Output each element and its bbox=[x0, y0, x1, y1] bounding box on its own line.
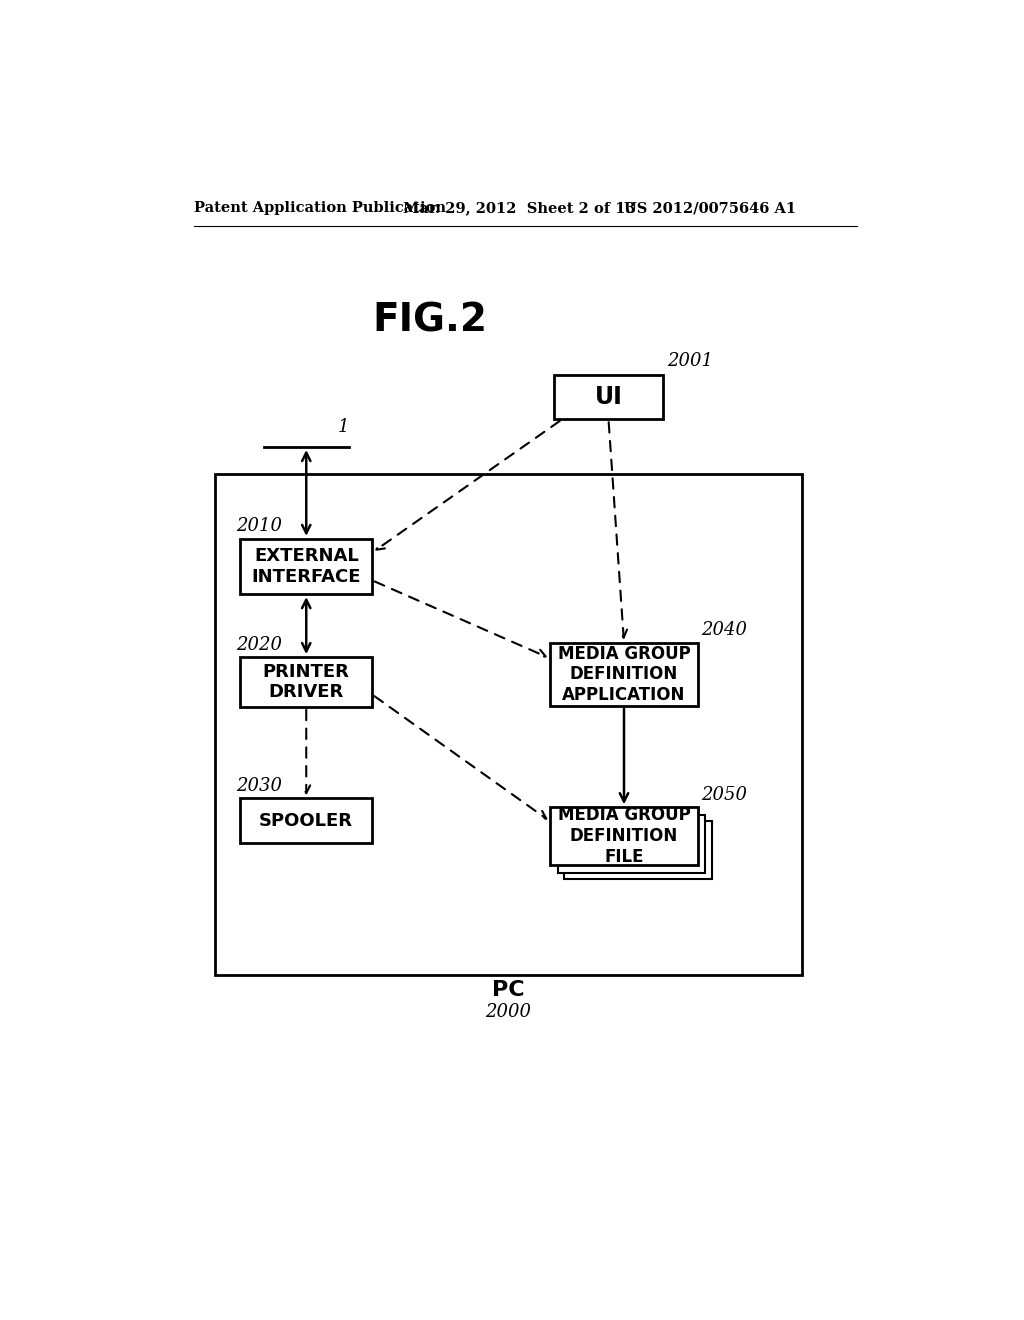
Text: Mar. 29, 2012  Sheet 2 of 13: Mar. 29, 2012 Sheet 2 of 13 bbox=[403, 202, 636, 215]
Bar bbox=[215, 474, 802, 974]
Bar bbox=[550, 807, 697, 865]
Text: 2020: 2020 bbox=[237, 636, 283, 653]
Bar bbox=[550, 643, 697, 706]
Text: 2050: 2050 bbox=[701, 785, 748, 804]
Text: PRINTER
DRIVER: PRINTER DRIVER bbox=[263, 663, 349, 701]
Bar bbox=[554, 375, 663, 420]
Bar bbox=[241, 539, 372, 594]
Bar bbox=[558, 814, 706, 873]
Bar bbox=[564, 821, 712, 879]
Text: UI: UI bbox=[595, 385, 623, 409]
Text: PC: PC bbox=[493, 979, 525, 1001]
Text: 1: 1 bbox=[337, 417, 349, 436]
Text: MEDIA GROUP
DEFINITION
FILE: MEDIA GROUP DEFINITION FILE bbox=[558, 807, 690, 866]
Text: FIG.2: FIG.2 bbox=[373, 301, 487, 339]
Bar bbox=[241, 657, 372, 708]
Text: 2000: 2000 bbox=[485, 1003, 531, 1020]
Text: 2030: 2030 bbox=[237, 777, 283, 795]
Text: 2001: 2001 bbox=[667, 352, 713, 370]
Text: MEDIA GROUP
DEFINITION
APPLICATION: MEDIA GROUP DEFINITION APPLICATION bbox=[558, 644, 690, 704]
Text: Patent Application Publication: Patent Application Publication bbox=[194, 202, 445, 215]
Text: SPOOLER: SPOOLER bbox=[259, 812, 353, 829]
Bar bbox=[241, 799, 372, 843]
Text: 2010: 2010 bbox=[237, 517, 283, 536]
Text: US 2012/0075646 A1: US 2012/0075646 A1 bbox=[624, 202, 796, 215]
Text: EXTERNAL
INTERFACE: EXTERNAL INTERFACE bbox=[252, 546, 361, 586]
Text: 2040: 2040 bbox=[701, 622, 748, 639]
